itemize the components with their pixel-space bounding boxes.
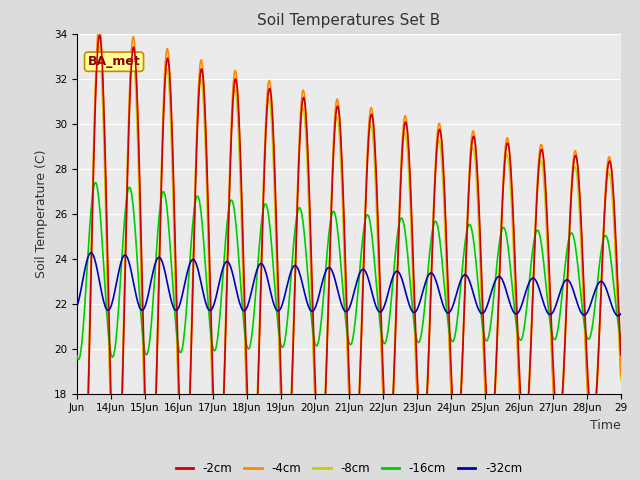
Legend: -2cm, -4cm, -8cm, -16cm, -32cm: -2cm, -4cm, -8cm, -16cm, -32cm: [171, 457, 527, 480]
Text: BA_met: BA_met: [88, 55, 140, 68]
Y-axis label: Soil Temperature (C): Soil Temperature (C): [35, 149, 48, 278]
Title: Soil Temperatures Set B: Soil Temperatures Set B: [257, 13, 440, 28]
X-axis label: Time: Time: [590, 419, 621, 432]
